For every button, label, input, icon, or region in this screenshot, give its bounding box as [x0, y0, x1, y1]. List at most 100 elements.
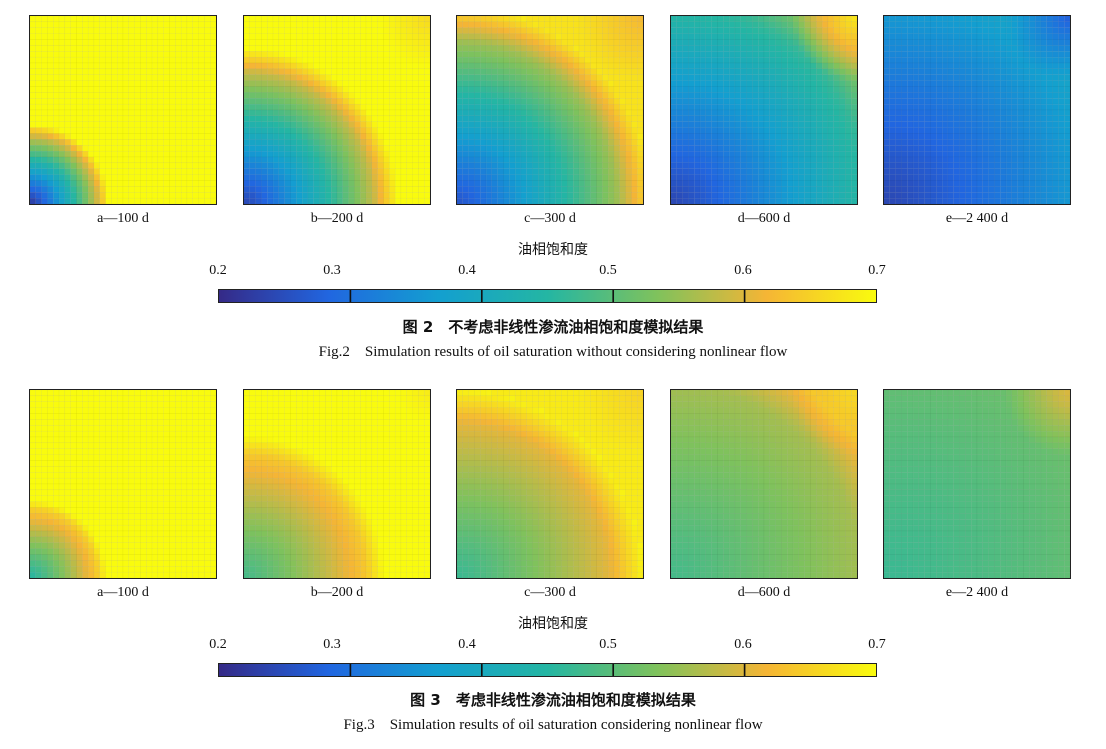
grid-cell — [497, 68, 504, 75]
grid-cell — [146, 180, 153, 187]
grid-cell — [781, 197, 788, 204]
grid-cell — [895, 121, 902, 128]
grid-cell — [278, 21, 285, 28]
grid-cell — [157, 174, 164, 181]
grid-cell — [561, 192, 568, 199]
grid-cell — [128, 168, 135, 175]
grid-cell — [146, 68, 153, 75]
grid-cell — [895, 92, 902, 99]
grid-cell — [204, 168, 211, 175]
grid-cell — [775, 162, 782, 169]
grid-cell — [953, 133, 960, 140]
grid-cell — [619, 80, 626, 87]
grid-cell — [839, 98, 846, 105]
grid-cell — [342, 133, 349, 140]
grid-cell — [717, 45, 724, 52]
grid-cell — [491, 51, 498, 58]
grid-cell — [798, 156, 805, 164]
grid-cell — [128, 197, 135, 204]
grid-cell — [953, 62, 960, 70]
fig2-panel-b — [243, 15, 431, 205]
fig2-heatmap-b — [244, 16, 430, 204]
grid-cell — [87, 80, 95, 87]
grid-cell — [134, 21, 141, 28]
grid-cell — [457, 86, 463, 93]
grid-cell — [244, 68, 250, 75]
grid-cell — [462, 98, 469, 105]
grid-cell — [255, 186, 262, 193]
grid-cell — [457, 115, 463, 122]
grid-cell — [371, 145, 378, 152]
grid-cell — [325, 27, 332, 34]
grid-cell — [210, 68, 216, 75]
grid-cell — [122, 162, 129, 169]
grid-cell — [151, 92, 159, 99]
grid-cell — [244, 156, 250, 164]
grid-cell — [514, 168, 522, 175]
grid-cell — [833, 115, 840, 122]
grid-cell — [307, 33, 314, 40]
grid-cell — [994, 109, 1001, 117]
grid-cell — [1023, 62, 1030, 70]
grid-cell — [688, 180, 695, 187]
grid-cell — [134, 56, 141, 64]
grid-cell — [607, 51, 615, 58]
grid-cell — [389, 51, 396, 58]
grid-cell — [82, 92, 89, 99]
grid-cell — [134, 186, 141, 193]
grid-cell — [1052, 62, 1059, 70]
grid-cell — [953, 115, 960, 122]
grid-cell — [884, 86, 890, 93]
grid-cell — [752, 115, 759, 122]
grid-cell — [210, 39, 216, 46]
grid-cell — [301, 98, 309, 105]
grid-cell — [839, 109, 846, 117]
grid-cell — [210, 21, 216, 28]
grid-cell — [41, 92, 48, 99]
grid-cell — [1005, 103, 1013, 111]
grid-cell — [982, 39, 989, 46]
grid-cell — [728, 145, 736, 152]
grid-cell — [578, 16, 586, 23]
grid-cell — [365, 86, 373, 93]
grid-cell — [567, 27, 574, 34]
grid-cell — [140, 145, 147, 152]
grid-cell — [348, 86, 355, 93]
grid-cell — [671, 92, 677, 99]
grid-cell — [982, 121, 989, 128]
grid-cell — [787, 150, 794, 158]
grid-cell — [787, 21, 794, 28]
grid-cell — [705, 121, 712, 128]
grid-cell — [671, 150, 677, 158]
grid-cell — [544, 115, 551, 122]
grid-cell — [418, 45, 425, 52]
grid-cell — [845, 174, 852, 181]
grid-cell — [400, 80, 407, 87]
grid-cell — [146, 80, 153, 87]
grid-cell — [175, 80, 182, 87]
grid-cell — [567, 139, 574, 146]
grid-cell — [383, 156, 390, 164]
grid-cell — [30, 62, 36, 70]
grid-cell — [244, 133, 250, 140]
grid-cell — [377, 109, 384, 117]
grid-cell — [35, 133, 42, 140]
grid-cell — [210, 98, 216, 105]
grid-cell — [941, 145, 949, 152]
grid-cell — [261, 68, 268, 75]
grid-cell — [763, 74, 770, 81]
grid-cell — [406, 62, 413, 70]
grid-cell — [406, 174, 413, 181]
grid-cell — [307, 62, 314, 70]
grid-cell — [82, 45, 89, 52]
grid-cell — [688, 133, 695, 140]
grid-cell — [602, 121, 609, 128]
grid-cell — [117, 68, 124, 75]
grid-cell — [424, 33, 430, 40]
grid-cell — [296, 115, 303, 122]
grid-cell — [418, 56, 425, 64]
grid-cell — [804, 145, 811, 152]
grid-cell — [175, 51, 182, 58]
grid-cell — [163, 98, 170, 105]
grid-cell — [1005, 121, 1013, 128]
